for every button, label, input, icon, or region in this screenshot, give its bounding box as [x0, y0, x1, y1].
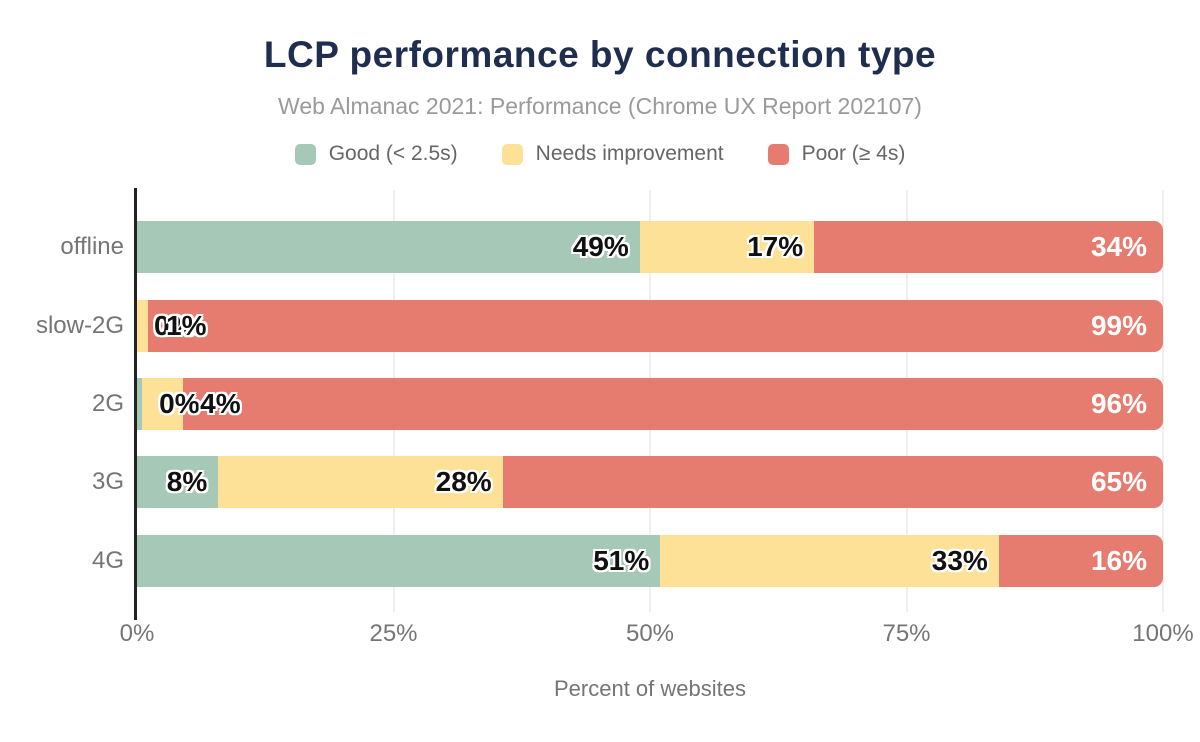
bar-segment-poor-offline[interactable]: [814, 221, 1163, 273]
bar-value-label: 34%: [1090, 231, 1147, 262]
x-axis-title: Percent of websites: [554, 676, 746, 701]
bar-row-2G: 0% 4% 96%: [137, 378, 1163, 430]
bar-track: [137, 535, 1163, 587]
legend: Good (< 2.5s) Needs improvement Poor (≥ …: [0, 142, 1200, 166]
chart-subtitle: Web Almanac 2021: Performance (Chrome UX…: [278, 93, 922, 119]
bar-value-label: 8%: [166, 466, 208, 497]
bar-segment-good-3G[interactable]: [137, 456, 219, 508]
bar-track: [137, 378, 1163, 430]
bar-value-label: 51%: [593, 545, 650, 576]
legend-swatch-poor-icon: [767, 143, 789, 165]
gridline: [1162, 190, 1164, 612]
bar-value-label: 33%: [931, 545, 988, 576]
bar-segment-poor-3G[interactable]: [502, 456, 1163, 508]
bar-value-label: 16%: [1090, 545, 1147, 576]
bar-value-label: 65%: [1090, 466, 1147, 497]
bar-value-label: 0%: [159, 388, 200, 419]
legend-label-needs-improvement: Needs improvement: [535, 142, 724, 165]
bar-row-3G: 8% 28% 65%: [137, 456, 1163, 508]
bar-value-label: 49%: [572, 231, 629, 262]
bar-segment-needs-improvement-4G[interactable]: [660, 535, 999, 587]
legend-item-good[interactable]: Good (< 2.5s): [294, 142, 458, 166]
category-label-slow-2G: slow-2G: [35, 312, 124, 339]
legend-swatch-good-icon: [294, 143, 316, 165]
category-label-offline: offline: [60, 233, 124, 260]
bar-value-label: 0%: [154, 310, 195, 341]
bar-value-label: 1%: [166, 310, 207, 341]
category-label-4G: 4G: [91, 547, 124, 574]
bar-segment-needs-improvement-offline[interactable]: [639, 221, 815, 273]
legend-item-needs-improvement[interactable]: Needs improvement: [501, 142, 724, 166]
plot-area: 49% 17% 34% 0% 1% 99% 0% 4% 96% 8% 28% 65% 51% 33% 16%: [134, 188, 1164, 620]
bar-value-label: 17%: [747, 231, 804, 262]
bar-row-offline: 49% 17% 34%: [137, 221, 1163, 273]
bar-value-label: 96%: [1090, 388, 1147, 419]
bar-segment-needs-improvement-3G[interactable]: [218, 456, 503, 508]
bar-track: [137, 221, 1163, 273]
bar-track: [137, 300, 1163, 352]
legend-swatch-needs-improvement-icon: [501, 143, 523, 165]
chart-title: LCP performance by connection type: [263, 34, 937, 75]
bar-value-label: 99%: [1090, 310, 1147, 341]
category-label-2G: 2G: [91, 390, 124, 417]
bar-segment-poor-slow-2G[interactable]: [148, 300, 1163, 352]
bar-segment-needs-improvement-slow-2G[interactable]: [137, 300, 149, 352]
bar-segment-good-4G[interactable]: [137, 535, 661, 587]
bar-row-4G: 51% 33% 16%: [137, 535, 1163, 587]
x-tick-label: 50%: [625, 620, 675, 647]
bar-segment-needs-improvement-2G[interactable]: [142, 378, 184, 430]
legend-label-good: Good (< 2.5s): [328, 142, 458, 165]
bar-segment-good-offline[interactable]: [137, 221, 640, 273]
y-axis-line: [134, 188, 137, 616]
x-tick-label: 75%: [882, 620, 931, 647]
bar-segment-good-2G[interactable]: [137, 378, 143, 430]
bar-row-slow-2G: 0% 1% 99%: [137, 300, 1163, 352]
x-tick-label: 100%: [1132, 620, 1194, 647]
category-label-3G: 3G: [91, 468, 124, 495]
x-axis-tick: [134, 612, 137, 620]
bar-value-label: 28%: [435, 466, 492, 497]
bar-segment-poor-4G[interactable]: [998, 535, 1163, 587]
bar-track: [137, 456, 1163, 508]
x-tick-label: 25%: [369, 620, 418, 647]
legend-item-poor[interactable]: Poor (≥ 4s): [767, 142, 906, 166]
bar-segment-poor-2G[interactable]: [183, 378, 1163, 430]
legend-label-poor: Poor (≥ 4s): [801, 142, 906, 165]
bar-value-label: 4%: [200, 388, 241, 419]
x-tick-label: 0%: [119, 620, 155, 647]
